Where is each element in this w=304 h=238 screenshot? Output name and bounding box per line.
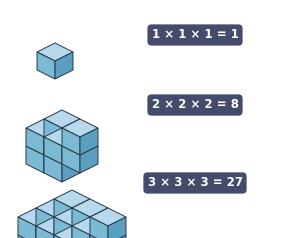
Polygon shape	[54, 226, 90, 238]
Polygon shape	[72, 217, 90, 238]
Polygon shape	[18, 208, 54, 226]
Polygon shape	[80, 128, 98, 155]
Polygon shape	[90, 208, 108, 235]
Polygon shape	[44, 128, 80, 146]
Polygon shape	[90, 226, 108, 238]
Polygon shape	[72, 208, 90, 235]
Text: 2 × 2 × 2 = 8: 2 × 2 × 2 = 8	[151, 99, 239, 111]
Polygon shape	[72, 226, 90, 238]
Polygon shape	[72, 235, 90, 238]
Polygon shape	[72, 235, 108, 238]
Polygon shape	[62, 119, 80, 146]
Text: 3 × 3 × 3 = 27: 3 × 3 × 3 = 27	[147, 177, 243, 189]
Polygon shape	[54, 199, 72, 226]
Polygon shape	[72, 217, 108, 235]
Polygon shape	[44, 146, 62, 173]
Polygon shape	[36, 226, 54, 238]
Polygon shape	[90, 235, 108, 238]
Polygon shape	[72, 226, 90, 238]
Polygon shape	[44, 137, 62, 164]
Text: 1 × 1 × 1 = 1: 1 × 1 × 1 = 1	[152, 29, 238, 41]
Polygon shape	[62, 119, 98, 137]
Polygon shape	[36, 226, 54, 238]
Polygon shape	[18, 226, 54, 238]
Polygon shape	[54, 217, 72, 238]
Polygon shape	[108, 217, 126, 238]
Polygon shape	[80, 146, 98, 173]
Polygon shape	[55, 52, 73, 79]
Polygon shape	[72, 199, 108, 217]
Polygon shape	[44, 128, 62, 155]
Polygon shape	[54, 226, 90, 238]
Polygon shape	[54, 226, 72, 238]
Polygon shape	[90, 226, 126, 238]
Polygon shape	[36, 217, 72, 235]
Polygon shape	[44, 146, 80, 164]
Polygon shape	[54, 235, 72, 238]
Polygon shape	[72, 235, 90, 238]
Polygon shape	[44, 155, 62, 182]
Polygon shape	[44, 128, 80, 146]
Polygon shape	[62, 137, 98, 155]
Polygon shape	[26, 137, 62, 155]
Polygon shape	[90, 217, 108, 238]
Polygon shape	[36, 235, 54, 238]
Polygon shape	[54, 217, 72, 238]
Polygon shape	[36, 235, 72, 238]
Polygon shape	[37, 43, 73, 61]
Polygon shape	[54, 235, 72, 238]
Polygon shape	[37, 52, 55, 79]
Polygon shape	[54, 226, 72, 238]
Polygon shape	[62, 155, 80, 182]
Polygon shape	[62, 137, 80, 164]
Polygon shape	[90, 226, 108, 238]
Polygon shape	[36, 208, 54, 235]
Polygon shape	[54, 190, 90, 208]
Polygon shape	[72, 199, 90, 226]
Polygon shape	[54, 226, 90, 238]
Polygon shape	[54, 208, 90, 226]
Polygon shape	[44, 137, 62, 164]
Polygon shape	[36, 235, 72, 238]
Polygon shape	[54, 208, 90, 226]
Polygon shape	[72, 235, 90, 238]
Polygon shape	[36, 217, 54, 238]
Polygon shape	[26, 119, 62, 137]
Polygon shape	[108, 235, 126, 238]
Polygon shape	[54, 208, 72, 235]
Polygon shape	[26, 146, 44, 173]
Polygon shape	[54, 235, 72, 238]
Polygon shape	[44, 119, 62, 146]
Polygon shape	[90, 208, 126, 226]
Polygon shape	[72, 217, 108, 235]
Polygon shape	[72, 235, 108, 238]
Polygon shape	[36, 199, 72, 217]
Polygon shape	[44, 110, 80, 128]
Polygon shape	[72, 217, 90, 238]
Polygon shape	[62, 146, 80, 173]
Polygon shape	[62, 137, 80, 164]
Polygon shape	[18, 235, 36, 238]
Polygon shape	[62, 128, 80, 155]
Polygon shape	[36, 217, 72, 235]
Polygon shape	[26, 128, 44, 155]
Polygon shape	[18, 217, 36, 238]
